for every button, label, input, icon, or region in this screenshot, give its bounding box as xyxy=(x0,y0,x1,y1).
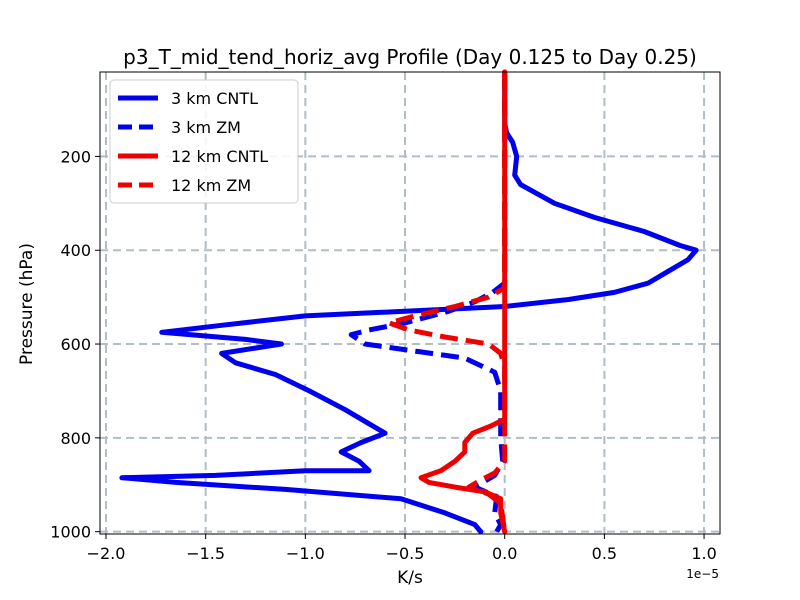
x-tick-label: −2.0 xyxy=(87,544,126,563)
legend-label-1: 3 km CNTL xyxy=(171,89,258,108)
x-tick-label: 0.0 xyxy=(492,544,517,563)
legend-label-4: 12 km ZM xyxy=(171,176,251,195)
y-tick-label: 400 xyxy=(60,241,91,260)
plot-frame xyxy=(99,71,721,535)
x-tick-label: −0.5 xyxy=(386,544,425,563)
chart-title: p3_T_mid_tend_horiz_avg Profile (Day 0.1… xyxy=(123,45,697,69)
x-tick-label: −1.0 xyxy=(286,544,325,563)
series-line-2 xyxy=(348,72,508,533)
x-axis-label: K/s xyxy=(397,568,423,588)
x-tick-label: 1.0 xyxy=(691,544,716,563)
y-tick-label: 200 xyxy=(60,147,91,166)
y-axis: 200 400 600 800 1000 xyxy=(50,147,100,542)
y-tick-label: 1000 xyxy=(50,523,91,542)
legend-label-2: 3 km ZM xyxy=(171,118,241,137)
x-axis: −2.0 −1.5 −1.0 −0.5 0.0 0.5 1.0 xyxy=(87,534,717,563)
x-tick-label: 0.5 xyxy=(592,544,617,563)
x-axis-scale-offset: 1e−5 xyxy=(686,567,719,581)
legend-box xyxy=(109,79,299,204)
y-tick-label: 600 xyxy=(60,335,91,354)
legend: 3 km CNTL 3 km ZM 12 km CNTL 12 km ZM xyxy=(109,79,299,204)
series-line-4 xyxy=(386,72,508,533)
x-tick-label: −1.5 xyxy=(186,544,225,563)
y-axis-label: Pressure (hPa) xyxy=(17,243,37,365)
series-line-1 xyxy=(119,69,699,535)
legend-label-3: 12 km CNTL xyxy=(171,147,268,166)
data-series xyxy=(119,69,699,535)
y-tick-label: 800 xyxy=(60,429,91,448)
